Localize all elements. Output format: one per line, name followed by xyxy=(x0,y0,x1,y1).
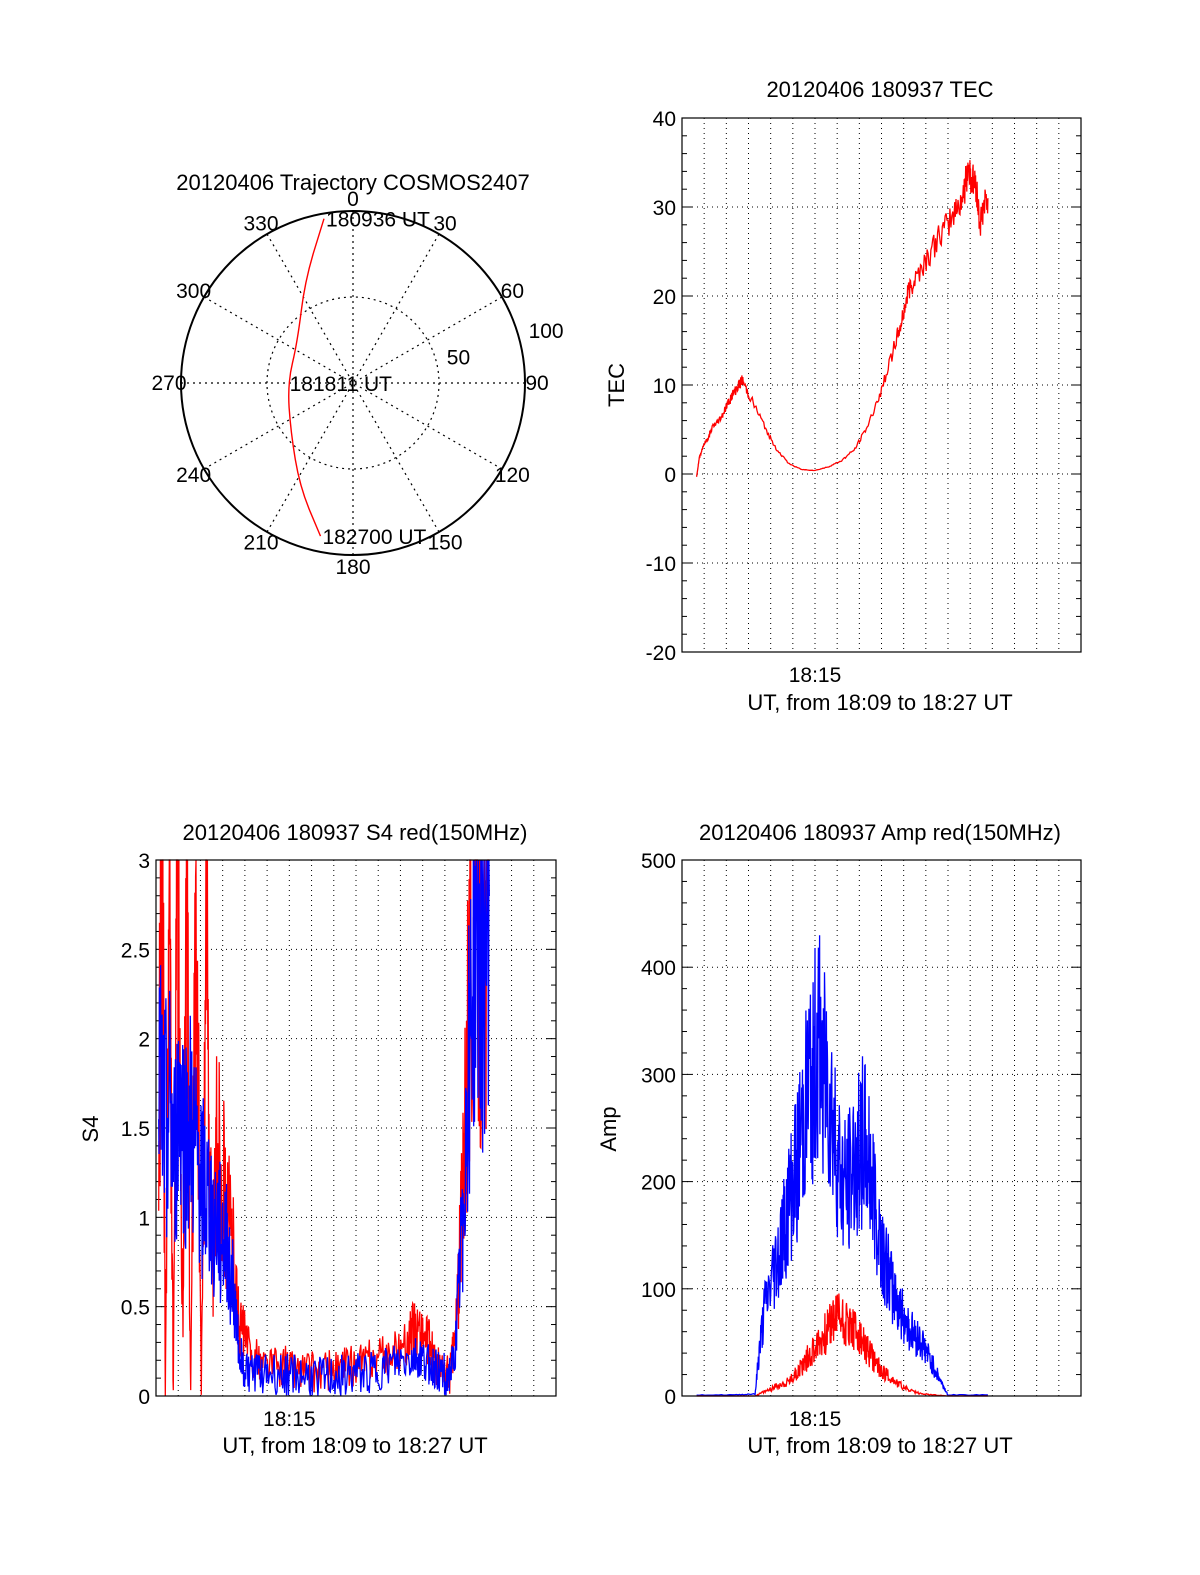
polar-angle-label: 240 xyxy=(176,464,211,487)
polar-radial-label: 100 xyxy=(529,320,564,343)
y-tick-label: 40 xyxy=(653,108,676,131)
x-tick-label: 18:15 xyxy=(789,664,842,687)
y-tick-label: 1 xyxy=(138,1207,150,1230)
y-tick-label: 20 xyxy=(653,286,676,309)
y-axis-label: Amp xyxy=(596,1106,621,1151)
y-tick-label: 200 xyxy=(641,1172,676,1195)
x-tick-label: 18:15 xyxy=(263,1408,316,1431)
data-series-line xyxy=(696,1293,988,1397)
polar-angle-label: 120 xyxy=(495,464,530,487)
y-tick-label: 0 xyxy=(138,1386,150,1409)
y-tick-label: 300 xyxy=(641,1064,676,1087)
polar-angle-label: 330 xyxy=(243,213,278,236)
polar-angle-label: 150 xyxy=(427,531,462,554)
chart-title: 20120406 Trajectory COSMOS2407 xyxy=(176,170,529,195)
polar-angle-label: 90 xyxy=(525,372,548,395)
polar-angle-label: 0 xyxy=(347,188,359,211)
y-tick-label: 400 xyxy=(641,957,676,980)
plot-frame xyxy=(155,859,557,1397)
x-tick-label: 18:15 xyxy=(789,1408,842,1431)
polar-trajectory-chart: 20120406 Trajectory COSMOS2407 0 30 60 90 12… xyxy=(151,170,563,579)
plot-frame xyxy=(681,117,1082,653)
data-series-line xyxy=(158,859,490,1397)
y-tick-label: 0 xyxy=(664,1386,676,1409)
time-annotation: 180936 UT xyxy=(326,209,430,232)
amp-chart: 20120406 180937 Amp red(150MHz) UT, from… xyxy=(596,820,1082,1458)
y-axis-label: S4 xyxy=(78,1116,103,1143)
chart-title: 20120406 180937 Amp red(150MHz) xyxy=(699,820,1061,845)
y-tick-label: 30 xyxy=(653,197,676,220)
data-series-line xyxy=(696,935,988,1396)
polar-radial-label: 50 xyxy=(447,346,470,369)
y-tick-label: 3 xyxy=(138,850,150,873)
data-series-line xyxy=(158,859,490,1397)
s4-chart: 20120406 180937 S4 red(150MHz) UT, from … xyxy=(78,820,557,1458)
y-tick-label: 2 xyxy=(138,1029,150,1052)
tec-chart: 20120406 180937 TEC UT, from 18:09 to 18… xyxy=(604,77,1082,715)
y-tick-label: 500 xyxy=(641,850,676,873)
y-tick-label: 10 xyxy=(653,375,676,398)
chart-title: 20120406 180937 S4 red(150MHz) xyxy=(183,820,528,845)
x-axis-label: UT, from 18:09 to 18:27 UT xyxy=(747,1433,1012,1458)
y-tick-label: 1.5 xyxy=(121,1118,150,1141)
plot-frame xyxy=(681,859,1082,1397)
data-series-line xyxy=(695,160,989,477)
polar-angle-label: 30 xyxy=(433,213,456,236)
polar-angle-label: 180 xyxy=(335,556,370,579)
x-axis-label: UT, from 18:09 to 18:27 UT xyxy=(747,690,1012,715)
chart-title: 20120406 180937 TEC xyxy=(766,77,993,102)
polar-angle-label: 60 xyxy=(501,280,524,303)
x-axis-label: UT, from 18:09 to 18:27 UT xyxy=(222,1433,487,1458)
y-axis-label: TEC xyxy=(604,363,629,407)
y-tick-label: 0 xyxy=(664,464,676,487)
y-tick-label: 100 xyxy=(641,1279,676,1302)
time-annotation: 181811 UT xyxy=(290,373,393,396)
y-tick-label: 0.5 xyxy=(121,1297,150,1320)
y-tick-label: -10 xyxy=(646,553,676,576)
polar-angle-label: 270 xyxy=(151,372,186,395)
y-tick-label: -20 xyxy=(646,642,676,665)
polar-angle-label: 210 xyxy=(243,531,278,554)
time-annotation: 182700 UT xyxy=(322,526,426,549)
polar-angle-label: 300 xyxy=(176,280,211,303)
y-tick-label: 2.5 xyxy=(121,939,150,962)
trajectory-line xyxy=(288,218,325,537)
